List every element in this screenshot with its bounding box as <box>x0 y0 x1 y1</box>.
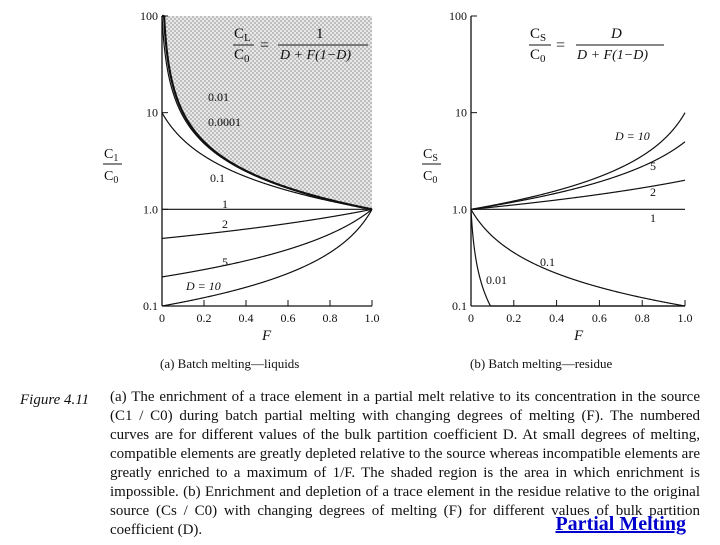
series-label: D = 10 <box>614 129 650 143</box>
y-tick-label: 100 <box>140 9 158 23</box>
svg-text:CS: CS <box>423 147 438 164</box>
x-tick-label: 0.6 <box>592 311 607 325</box>
figure-label: Figure 4.11 <box>20 392 90 408</box>
series-label: 0.1 <box>540 255 555 269</box>
y-tick-label: 1.0 <box>452 202 467 216</box>
series-label: 0.1 <box>210 171 225 185</box>
x-tick-label: 0.4 <box>549 311 564 325</box>
series-label: 0.01 <box>486 273 507 287</box>
x-tick-label: 0.2 <box>506 311 521 325</box>
panel-a: 0 0.2 0.4 0.6 0.8 1.0 0.1 1.0 10 100 0.0001 0.01 0.… <box>103 9 380 371</box>
panel-a-title: (a) Batch melting—liquids <box>160 356 299 371</box>
y-tick-label: 0.1 <box>143 299 158 313</box>
series-label: 2 <box>222 217 228 231</box>
series-line <box>470 141 686 210</box>
series-line <box>161 208 373 240</box>
y-tick-label: 1.0 <box>143 202 158 216</box>
svg-text:=: = <box>556 37 565 54</box>
panel-b-title: (b) Batch melting—residue <box>470 356 612 371</box>
partial-melting-link[interactable]: Partial Melting <box>555 513 686 535</box>
shaded-region <box>164 16 372 210</box>
x-tick-label: 0.2 <box>197 311 212 325</box>
series-line <box>161 209 373 307</box>
svg-text:=: = <box>260 37 269 54</box>
y-tick-label: 10 <box>146 106 158 120</box>
y-tick-label: 100 <box>449 9 467 23</box>
series-label: 0.0001 <box>208 115 241 129</box>
series-label: 5 <box>650 159 656 173</box>
series-line <box>470 209 686 307</box>
x-tick-label: 0.8 <box>323 311 338 325</box>
series-label: 1 <box>650 211 656 225</box>
series-label: 2 <box>650 185 656 199</box>
panel-b: 0 0.2 0.4 0.6 0.8 1.0 0.1 1.0 10 100 D = 10 5 2 1 0.1… <box>422 9 693 371</box>
svg-text:C0: C0 <box>423 169 437 186</box>
svg-text:D: D <box>610 26 622 42</box>
figure-caption: (a) The enrichment of a trace element in… <box>110 389 700 538</box>
x-tick-label: 0 <box>159 311 165 325</box>
x-tick-label: 0.8 <box>635 311 650 325</box>
x-tick-label: 1.0 <box>365 311 380 325</box>
equation-denominator: D + F(1−D) <box>279 48 351 63</box>
series-line <box>470 112 686 210</box>
x-tick-label: 0.6 <box>281 311 296 325</box>
x-tick-label: 0 <box>468 311 474 325</box>
series-line <box>161 208 373 278</box>
series-line <box>470 179 686 210</box>
series-label: 1 <box>222 197 228 211</box>
svg-text:1: 1 <box>316 26 324 42</box>
svg-text:C0: C0 <box>104 169 118 186</box>
y-tick-label: 10 <box>455 106 467 120</box>
equation-lhs: CS <box>530 26 546 44</box>
x-tick-label: 0.4 <box>239 311 254 325</box>
equation-denominator: D + F(1−D) <box>576 48 648 63</box>
series-label: 5 <box>222 255 228 269</box>
x-axis-label: F <box>573 328 584 344</box>
y-tick-label: 0.1 <box>452 299 467 313</box>
series-line <box>161 112 373 210</box>
svg-text:C0: C0 <box>530 47 546 65</box>
series-label: 0.01 <box>208 90 229 104</box>
series-line <box>161 15 373 210</box>
svg-text:C1: C1 <box>104 147 118 164</box>
x-tick-label: 1.0 <box>678 311 693 325</box>
series-label: D = 10 <box>185 279 221 293</box>
x-axis-label: F <box>261 328 272 344</box>
